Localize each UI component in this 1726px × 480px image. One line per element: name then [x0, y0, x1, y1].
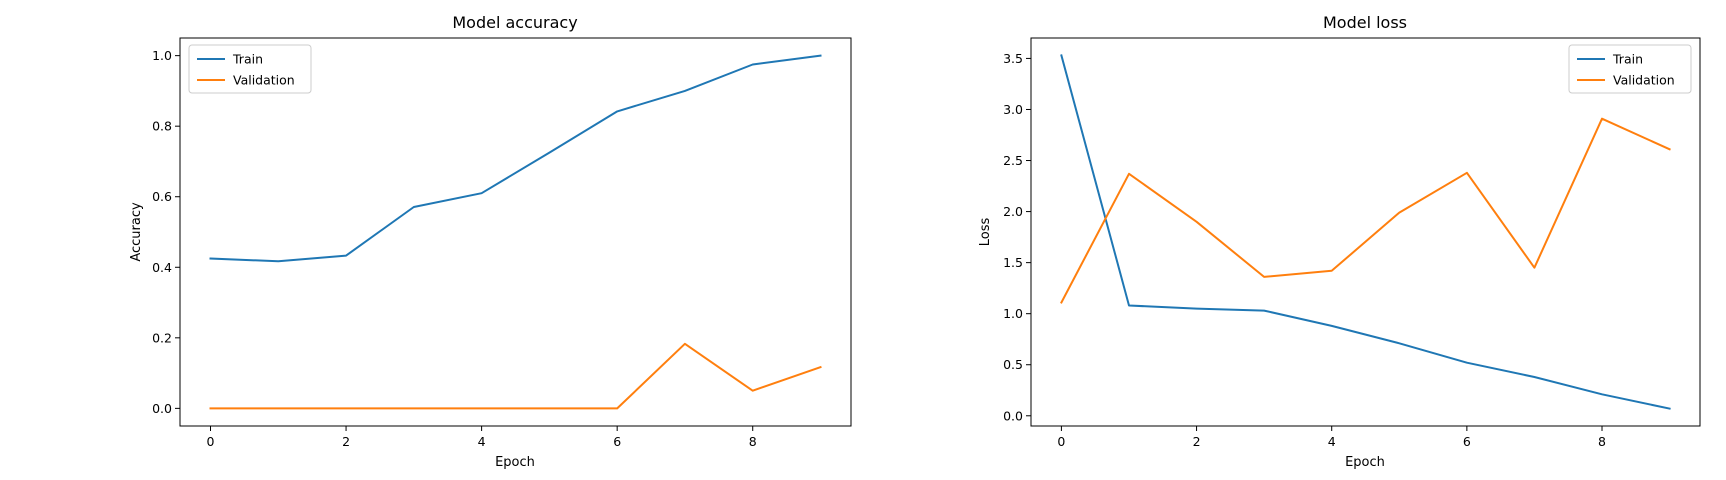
y-tick-label: 0.4 — [152, 260, 172, 275]
series-line-train — [209, 54, 822, 263]
legend: Train Validation — [1568, 44, 1692, 94]
y-tick-label: 0.8 — [152, 119, 172, 134]
y-tick-label: 1.0 — [152, 48, 172, 63]
y-tick-label: 3.0 — [1003, 102, 1023, 117]
x-axis-label: Epoch — [495, 455, 535, 470]
y-tick-label: 0.2 — [152, 330, 172, 345]
x-tick-label: 4 — [478, 434, 486, 449]
x-tick-label: 6 — [1463, 434, 1471, 449]
legend-label-train: Train — [1612, 52, 1643, 67]
legend-label-validation: Validation — [1613, 73, 1675, 88]
accuracy-chart: Model accuracy Epoch Accuracy 0 2 4 6 8 0.0 0.… — [129, 13, 852, 470]
series-line-validation — [209, 342, 822, 410]
y-axis-label: Loss — [978, 218, 993, 247]
series-line-train — [1060, 54, 1671, 410]
chart-title: Model loss — [1323, 13, 1407, 32]
x-tick-label: 6 — [613, 434, 621, 449]
y-tick-label: 2.5 — [1003, 153, 1023, 168]
x-axis-label: Epoch — [1345, 455, 1385, 470]
x-tick-label: 8 — [749, 434, 757, 449]
y-axis-label: Accuracy — [129, 202, 144, 262]
axes-frame — [179, 37, 852, 427]
x-tick-label: 2 — [342, 434, 350, 449]
legend: Train Validation — [188, 44, 312, 94]
legend-label-train: Train — [232, 52, 263, 67]
y-tick-label: 1.5 — [1003, 255, 1023, 270]
y-tick-label: 3.5 — [1003, 51, 1023, 66]
x-tick-label: 0 — [1057, 434, 1065, 449]
x-tick-label: 4 — [1328, 434, 1336, 449]
legend-label-validation: Validation — [233, 73, 295, 88]
y-tick-label: 1.0 — [1003, 306, 1023, 321]
y-tick-label: 0.5 — [1003, 357, 1023, 372]
x-tick-label: 2 — [1193, 434, 1201, 449]
chart-title: Model accuracy — [452, 13, 577, 32]
y-tick-label: 0.0 — [152, 401, 172, 416]
y-tick-label: 0.0 — [1003, 408, 1023, 423]
series-line-validation — [1060, 117, 1671, 304]
loss-chart: Model loss Epoch Loss 0 2 4 6 8 0.0 0.5 1.0 1.5 2… — [978, 13, 1701, 470]
x-tick-label: 0 — [207, 434, 215, 449]
axes-frame — [1030, 37, 1701, 427]
x-tick-label: 8 — [1598, 434, 1606, 449]
y-tick-label: 2.0 — [1003, 204, 1023, 219]
y-tick-label: 0.6 — [152, 189, 172, 204]
